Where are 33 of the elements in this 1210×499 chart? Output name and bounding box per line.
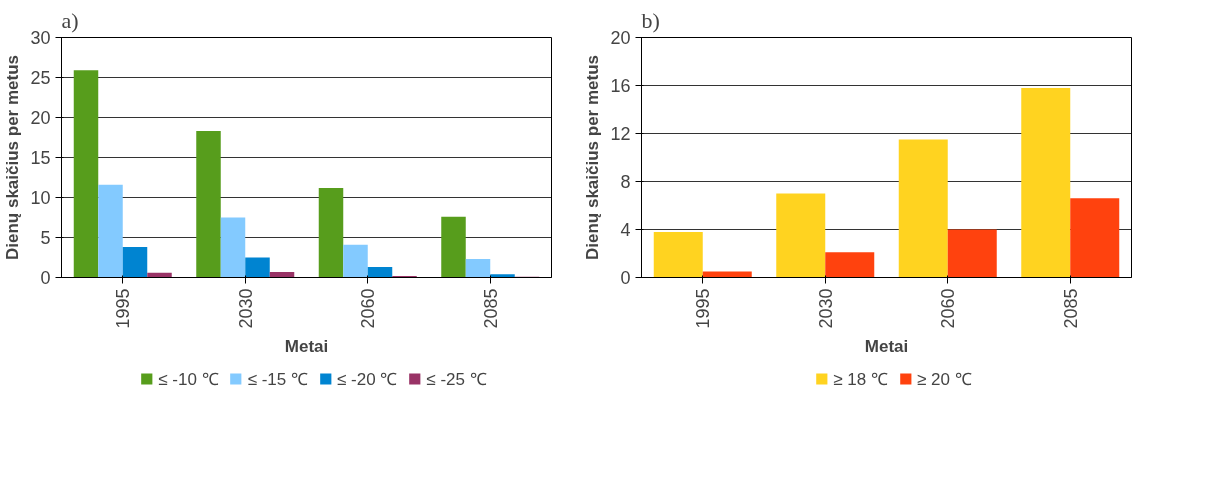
y-tick-label: 5 — [40, 228, 51, 248]
y-tick-label: 12 — [610, 124, 631, 144]
chart-title: b) — [641, 7, 660, 33]
x-tick-label: 2060 — [358, 288, 379, 329]
legend-label: ≥ 20 ℃ — [917, 368, 972, 390]
y-tick-label: 25 — [30, 68, 51, 88]
y-tick-label: 0 — [620, 268, 631, 288]
legend-label: ≤ -20 ℃ — [337, 368, 398, 390]
y-tick-label: 4 — [620, 220, 631, 240]
x-tick-label: 1995 — [693, 288, 714, 329]
x-axis-title: Metai — [864, 336, 909, 356]
chart-title: a) — [61, 7, 79, 33]
y-tick-label: 30 — [30, 28, 51, 48]
y-tick-label: 10 — [30, 188, 51, 208]
y-axis-title: Dienų skaičius per metus — [583, 54, 603, 261]
y-tick-label: 16 — [610, 76, 631, 96]
y-tick-label: 20 — [30, 108, 51, 128]
y-tick-label: 0 — [40, 268, 51, 288]
y-axis-title: Dienų skaičius per metus — [3, 54, 23, 261]
x-tick-label: 2085 — [1060, 288, 1081, 329]
legend-label: ≥ 18 ℃ — [833, 368, 888, 390]
y-tick-label: 20 — [610, 28, 631, 48]
x-tick-label: 2030 — [235, 288, 256, 329]
x-tick-label: 1995 — [113, 288, 134, 329]
x-tick-label: 2030 — [815, 288, 836, 329]
x-tick-label: 2085 — [480, 288, 501, 329]
y-tick-label: 8 — [620, 172, 631, 192]
x-tick-label: 2060 — [938, 288, 959, 329]
legend-label: ≤ -25 ℃ — [426, 368, 487, 390]
x-axis-title: Metai — [284, 336, 329, 356]
legend-label: ≤ -15 ℃ — [247, 368, 308, 390]
legend-label: ≤ -10 ℃ — [158, 368, 219, 390]
y-tick-label: 15 — [30, 148, 51, 168]
